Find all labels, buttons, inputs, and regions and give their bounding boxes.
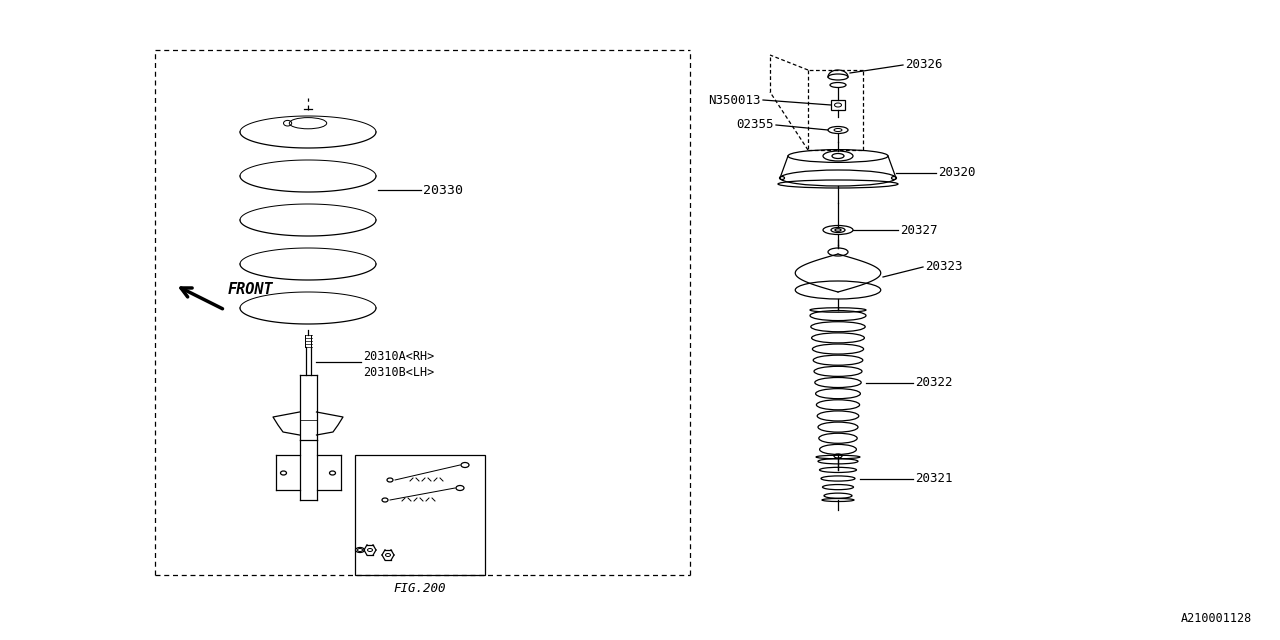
Text: FIG.200: FIG.200: [394, 582, 447, 595]
Text: 20323: 20323: [925, 260, 963, 273]
Text: 20310A<RH>: 20310A<RH>: [364, 351, 434, 364]
Text: 02355: 02355: [736, 118, 774, 131]
Text: A210001128: A210001128: [1180, 612, 1252, 625]
Text: 20320: 20320: [938, 166, 975, 179]
Text: N350013: N350013: [709, 93, 762, 106]
Text: 20310B<LH>: 20310B<LH>: [364, 365, 434, 378]
Text: 20327: 20327: [900, 223, 937, 237]
Text: FRONT: FRONT: [228, 282, 274, 297]
Text: 20326: 20326: [905, 58, 942, 72]
Text: 20330: 20330: [422, 184, 463, 196]
Text: 20321: 20321: [915, 472, 952, 485]
Text: 20322: 20322: [915, 376, 952, 389]
